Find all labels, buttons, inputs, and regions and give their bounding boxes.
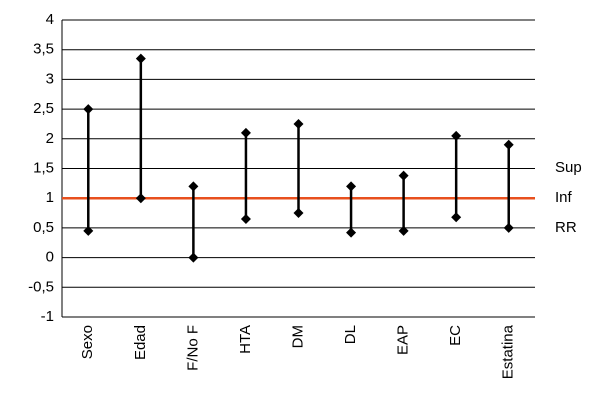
legend-label: Inf xyxy=(555,189,573,206)
diamond-marker xyxy=(346,181,357,192)
y-tick-label: 1 xyxy=(46,189,54,206)
diamond-marker xyxy=(135,53,146,64)
diamond-marker xyxy=(188,252,199,263)
diamond-marker xyxy=(398,225,409,236)
diamond-marker xyxy=(346,227,357,238)
diamond-marker xyxy=(293,118,304,129)
x-tick-label: Sexo xyxy=(79,325,96,359)
diamond-marker xyxy=(398,170,409,181)
y-tick-label: 2,5 xyxy=(33,100,54,117)
diamond-marker xyxy=(83,104,94,115)
x-tick-label: Estatina xyxy=(500,324,517,379)
y-tick-label: 2 xyxy=(46,130,54,147)
x-tick-label: Edad xyxy=(132,325,149,360)
legend-label: RR xyxy=(555,219,577,236)
y-tick-label: 4 xyxy=(46,11,54,28)
y-tick-label: -0,5 xyxy=(28,278,54,295)
diamond-marker xyxy=(503,139,514,150)
diamond-marker xyxy=(240,127,251,138)
x-tick-label: EC xyxy=(447,325,464,346)
y-tick-label: 3 xyxy=(46,70,54,87)
x-tick-label: EAP xyxy=(395,325,412,355)
y-tick-label: 0,5 xyxy=(33,219,54,236)
diamond-marker xyxy=(451,130,462,141)
diamond-marker xyxy=(503,222,514,233)
x-tick-label: DM xyxy=(289,325,306,348)
diamond-marker xyxy=(451,212,462,223)
x-tick-label: F/No F xyxy=(184,325,201,371)
y-tick-label: 1,5 xyxy=(33,159,54,176)
diamond-marker xyxy=(83,225,94,236)
y-tick-label: 3,5 xyxy=(33,41,54,58)
diamond-marker xyxy=(240,213,251,224)
y-tick-label: -1 xyxy=(41,308,54,325)
diamond-marker xyxy=(293,208,304,219)
x-tick-label: HTA xyxy=(237,325,254,354)
diamond-marker xyxy=(135,193,146,204)
x-tick-label: DL xyxy=(342,325,359,344)
y-tick-label: 0 xyxy=(46,249,54,266)
diamond-marker xyxy=(188,181,199,192)
legend-label: Sup xyxy=(555,159,582,176)
